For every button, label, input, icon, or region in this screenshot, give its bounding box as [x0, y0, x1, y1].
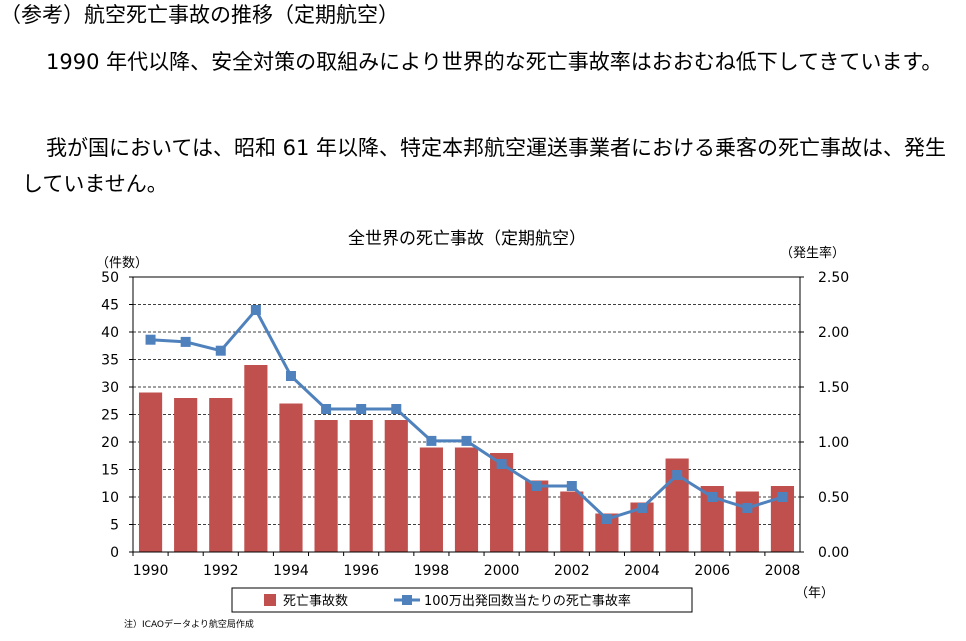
rate-point-2008 — [777, 492, 788, 502]
page-heading: （参考）航空死亡事故の推移（定期航空） — [0, 3, 399, 27]
rate-point-1993 — [250, 305, 261, 315]
rate-point-2005 — [672, 470, 683, 480]
y-left-tick-label: 45 — [101, 298, 119, 314]
rate-point-2006 — [707, 492, 718, 502]
x-axis-label: （年） — [795, 586, 834, 601]
bar-1999 — [454, 447, 479, 552]
x-tick-label: 2008 — [765, 563, 801, 579]
x-tick-label: 2002 — [554, 563, 590, 579]
bar-2007 — [735, 491, 759, 552]
rate-point-1998 — [426, 435, 437, 446]
bar-series — [138, 365, 795, 552]
x-tick-label: 2004 — [624, 563, 660, 579]
y-left-tick-label: 0 — [110, 545, 119, 561]
legend-bar-label: 死亡事故数 — [283, 594, 348, 609]
legend-line-label: 100万出発回数当たりの死亡事故率 — [424, 593, 631, 609]
x-tick-label: 2000 — [484, 563, 520, 579]
rate-point-1990 — [145, 334, 156, 345]
y-left-tick-label: 40 — [101, 325, 119, 341]
y-right-tick-label: 0.50 — [818, 490, 849, 506]
bar-1993 — [244, 365, 268, 552]
bar-2000 — [490, 453, 514, 552]
line-series — [145, 305, 788, 524]
bar-2003 — [595, 513, 619, 552]
y-right-tick-label: 2.50 — [818, 270, 849, 286]
x-tick-label: 1998 — [414, 563, 450, 579]
bar-1994 — [279, 403, 303, 552]
bar-2001 — [525, 480, 549, 552]
x-tick-label: 1992 — [203, 563, 239, 579]
rate-point-2000 — [496, 459, 507, 469]
y-left-tick-label: 20 — [101, 435, 119, 451]
rate-point-2002 — [566, 481, 577, 491]
legend-box — [231, 587, 693, 613]
bar-2008 — [770, 486, 795, 552]
paragraph-worldwide: 1990 年代以降、安全対策の取組みにより世界的な死亡事故率はおおむね低下してき… — [46, 50, 943, 74]
bar-1997 — [384, 420, 408, 552]
rate-point-1996 — [356, 404, 367, 414]
y-axis-left-label: （件数） — [96, 256, 148, 271]
bar-1991 — [174, 398, 198, 552]
y-axis-right-ticks: 0.00 0.50 1.00 1.50 2.00 2.50 — [800, 270, 849, 561]
rate-point-2007 — [742, 503, 753, 513]
x-tick-label: 2006 — [694, 563, 730, 579]
y-axis-right-label: （発生率） — [780, 245, 845, 261]
y-left-tick-label: 25 — [101, 408, 119, 424]
y-right-tick-label: 1.00 — [818, 435, 849, 451]
bar-1996 — [349, 420, 373, 552]
bar-1998 — [419, 447, 443, 552]
legend-line-marker — [402, 595, 412, 605]
y-left-tick-label: 35 — [101, 353, 119, 369]
bar-1990 — [138, 392, 163, 552]
y-right-tick-label: 1.50 — [818, 380, 849, 396]
y-left-tick-label: 5 — [110, 518, 119, 534]
bar-2002 — [560, 491, 584, 552]
rate-point-1999 — [461, 435, 472, 446]
y-right-tick-label: 2.00 — [818, 325, 849, 341]
y-left-tick-label: 30 — [101, 380, 119, 396]
paragraph-japan: 我が国においては、昭和 61 年以降、特定本邦航空運送事業者における乗客の死亡事… — [22, 136, 947, 196]
rate-point-2001 — [531, 481, 542, 491]
rate-point-1994 — [285, 371, 296, 381]
bar-1995 — [314, 420, 338, 552]
rate-point-1992 — [215, 345, 226, 356]
x-tick-label: 1994 — [273, 563, 309, 579]
bar-1992 — [209, 398, 233, 552]
grid-lines — [133, 304, 800, 525]
rate-point-1991 — [180, 336, 191, 347]
y-left-tick-label: 10 — [101, 490, 119, 506]
legend-bar-swatch — [264, 594, 276, 606]
chart-title: 全世界の死亡事故（定期航空） — [348, 229, 586, 249]
x-axis-ticks: 1990 1992 1994 1996 1998 2000 2002 2004 2006 2008 — [132, 552, 801, 579]
y-left-tick-label: 15 — [101, 463, 119, 479]
y-right-tick-label: 0.00 — [818, 545, 849, 561]
y-left-tick-label: 50 — [101, 270, 119, 286]
bar-2004 — [630, 502, 654, 552]
x-tick-label: 1990 — [133, 563, 169, 579]
source-note: 注）ICAOデータより航空局作成 — [124, 620, 254, 630]
x-tick-label: 1996 — [343, 563, 379, 579]
rate-point-1997 — [391, 404, 402, 414]
legend: 死亡事故数 100万出発回数当たりの死亡事故率 — [231, 587, 693, 613]
y-axis-left-ticks: 0 5 10 15 20 25 30 35 40 45 50 — [101, 270, 133, 561]
rate-point-1995 — [321, 404, 332, 414]
bar-2006 — [700, 486, 724, 552]
rate-point-2003 — [601, 514, 612, 524]
rate-point-2004 — [637, 503, 648, 513]
